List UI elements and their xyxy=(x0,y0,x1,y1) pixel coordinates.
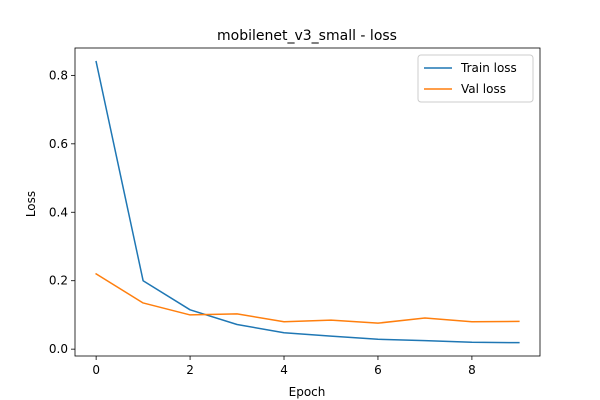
series-line-train-loss xyxy=(95,60,520,344)
legend: Train loss Val loss xyxy=(417,54,534,103)
y-tick-label: 0.6 xyxy=(49,137,68,151)
y-tick-label: 0.8 xyxy=(49,68,68,82)
x-tick-label: 8 xyxy=(468,363,476,377)
chart-title: mobilenet_v3_small - loss xyxy=(217,28,397,44)
x-tick-label: 0 xyxy=(92,363,100,377)
y-axis-label: Loss xyxy=(24,191,38,217)
y-tick-label: 0.2 xyxy=(49,274,68,288)
y-axis: 0.0 0.2 0.4 0.6 0.8 xyxy=(49,68,75,356)
x-tick-label: 2 xyxy=(186,363,194,377)
x-axis: 0 2 4 6 8 xyxy=(92,356,476,377)
x-tick-label: 4 xyxy=(280,363,288,377)
x-axis-label: Epoch xyxy=(289,385,326,399)
legend-label-val: Val loss xyxy=(461,82,506,96)
legend-label-train: Train loss xyxy=(460,61,517,75)
legend-box xyxy=(417,54,534,103)
series-lines xyxy=(95,60,520,344)
y-tick-label: 0.4 xyxy=(49,205,68,219)
y-tick-label: 0.0 xyxy=(49,342,68,356)
plot-frame xyxy=(74,47,541,357)
series-line-val-loss xyxy=(95,272,520,324)
x-tick-label: 6 xyxy=(374,363,382,377)
